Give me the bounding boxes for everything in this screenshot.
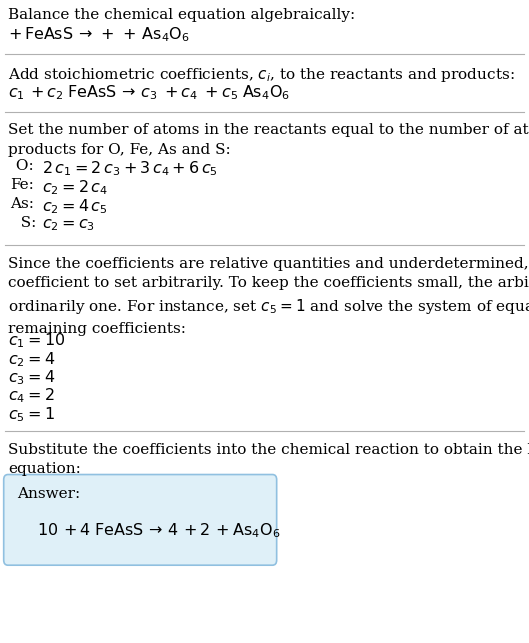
Text: $c_1\,+c_2\;\mathrm{FeAsS}\,\rightarrow\,c_3\;+c_4\;+c_5\;\mathrm{As_4O_6}$: $c_1\,+c_2\;\mathrm{FeAsS}\,\rightarrow\…	[8, 84, 290, 102]
Text: $10\,+4\;\mathrm{FeAsS}\,\rightarrow\,4\,+2\,+\mathrm{As_4O_6}$: $10\,+4\;\mathrm{FeAsS}\,\rightarrow\,4\…	[37, 521, 280, 540]
Text: Set the number of atoms in the reactants equal to the number of atoms in the
pro: Set the number of atoms in the reactants…	[8, 123, 529, 157]
Text: Since the coefficients are relative quantities and underdetermined, choose a
coe: Since the coefficients are relative quan…	[8, 257, 529, 336]
Text: $c_2 = 4\,c_5$: $c_2 = 4\,c_5$	[42, 197, 108, 216]
Text: Answer:: Answer:	[17, 487, 81, 502]
Text: Fe:: Fe:	[11, 178, 34, 192]
Text: O:: O:	[11, 159, 33, 174]
Text: $c_2 = 2\,c_4$: $c_2 = 2\,c_4$	[42, 178, 108, 197]
Text: $c_5 = 1$: $c_5 = 1$	[8, 405, 54, 424]
Text: S:: S:	[11, 216, 36, 230]
Text: $c_2 = c_3$: $c_2 = c_3$	[42, 216, 95, 233]
Text: As:: As:	[11, 197, 34, 212]
Text: $2\,c_1 = 2\,c_3 + 3\,c_4 + 6\,c_5$: $2\,c_1 = 2\,c_3 + 3\,c_4 + 6\,c_5$	[42, 159, 218, 178]
Text: $c_1 = 10$: $c_1 = 10$	[8, 332, 65, 350]
Text: $c_3 = 4$: $c_3 = 4$	[8, 368, 55, 387]
FancyBboxPatch shape	[4, 475, 277, 565]
Text: $c_4 = 2$: $c_4 = 2$	[8, 386, 54, 406]
Text: Balance the chemical equation algebraically:: Balance the chemical equation algebraica…	[8, 8, 355, 22]
Text: $+\,\mathrm{FeAsS}\,\rightarrow\,+\,+\,\mathrm{As_4O_6}$: $+\,\mathrm{FeAsS}\,\rightarrow\,+\,+\,\…	[8, 26, 190, 44]
Text: Substitute the coefficients into the chemical reaction to obtain the balanced
eq: Substitute the coefficients into the che…	[8, 443, 529, 476]
Text: Add stoichiometric coefficients, $c_i$, to the reactants and products:: Add stoichiometric coefficients, $c_i$, …	[8, 66, 515, 84]
Text: $c_2 = 4$: $c_2 = 4$	[8, 350, 55, 368]
